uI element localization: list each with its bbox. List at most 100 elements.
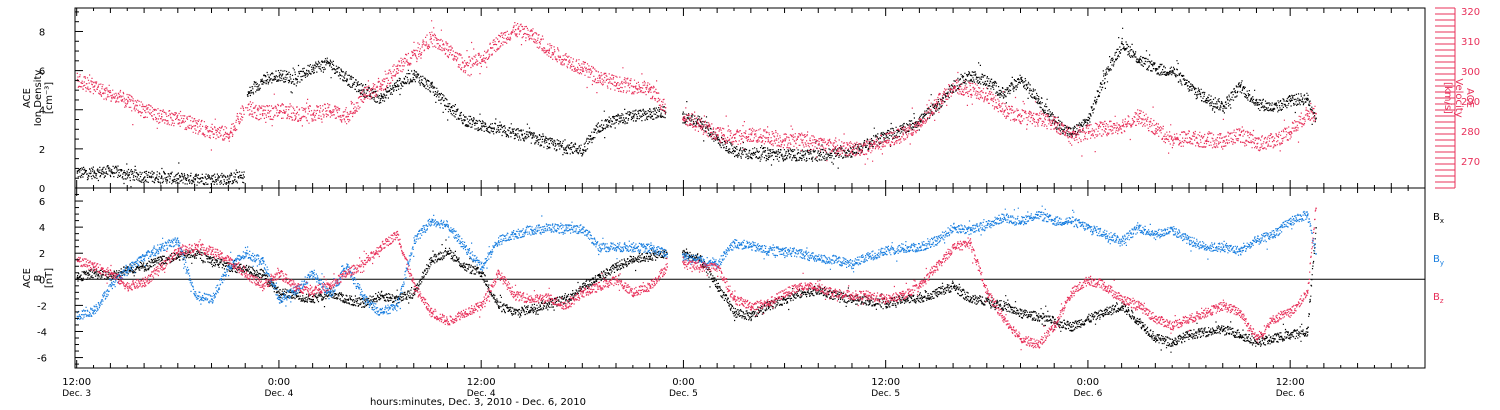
density-point	[396, 84, 399, 86]
velocity-point	[969, 89, 972, 91]
bz-cloud	[76, 209, 1317, 351]
velocity-point	[1104, 128, 1107, 130]
velocity-point	[514, 29, 517, 31]
velocity-point	[852, 149, 854, 151]
density-point	[243, 176, 245, 178]
b-tick-label: 0	[39, 275, 45, 286]
bz-point	[1155, 318, 1157, 320]
x-tick-label: 12:00	[871, 377, 900, 388]
velocity-point	[278, 110, 281, 112]
bx-point	[1307, 331, 1309, 333]
bx-point	[447, 250, 449, 252]
velocity-point	[835, 146, 837, 148]
density-point	[885, 135, 888, 137]
legend-bz-sub: z	[1440, 297, 1444, 305]
bottom-panel: -6 -4 -2 0 2 4 6 ACEB[nT] Bx By Bz	[22, 187, 1444, 369]
bz-point	[127, 285, 129, 288]
by-point	[312, 272, 314, 275]
density-point	[464, 119, 466, 121]
velocity-point	[1307, 113, 1309, 115]
x-tick-sublabel: Dec. 4	[264, 389, 293, 399]
bz-point	[1307, 292, 1309, 294]
velocity-point	[93, 86, 95, 88]
bx-point	[632, 258, 635, 260]
by-point	[1222, 246, 1225, 249]
by-point	[380, 311, 382, 314]
velocity-point	[177, 119, 180, 121]
velocity-point	[801, 140, 803, 142]
by-point	[1121, 240, 1123, 242]
bz-point	[430, 311, 432, 314]
x-axis-title: hours:minutes, Dec. 3, 2010 - Dec. 6, 20…	[370, 397, 586, 408]
bz-point	[1020, 338, 1022, 340]
density-axis-ticks: 0 2 4 6 8	[39, 11, 83, 195]
density-point	[1104, 74, 1107, 76]
velocity-point	[1155, 128, 1157, 130]
velocity-axis-label-line: Velocity	[1453, 78, 1464, 117]
density-point	[1315, 117, 1317, 119]
density-tick-label: 0	[39, 184, 45, 195]
bx-point	[1104, 311, 1107, 314]
density-tick-label: 8	[39, 27, 45, 38]
bx-point	[868, 300, 871, 302]
x-tick-sublabel: Dec. 4	[467, 389, 496, 399]
x-tick-label: 12:00	[62, 377, 91, 388]
bx-point	[110, 275, 112, 277]
density-point	[228, 178, 230, 180]
by-point	[700, 259, 702, 262]
velocity-point	[700, 125, 702, 127]
density-point	[194, 178, 197, 180]
bz-point	[885, 298, 888, 301]
bottom-panel-frame	[74, 187, 1426, 369]
bz-point	[110, 272, 112, 275]
by-point	[1054, 220, 1056, 222]
bx-point	[1239, 334, 1241, 336]
density-point	[818, 154, 820, 157]
bx-point	[177, 255, 180, 258]
bx-point	[1087, 318, 1090, 320]
velocity-point	[1037, 119, 1039, 121]
velocity-point	[1205, 140, 1208, 142]
bz-point	[1172, 325, 1174, 327]
density-point	[481, 125, 483, 127]
b-axis-label-line: [nT]	[44, 268, 55, 288]
velocity-point	[664, 107, 667, 109]
by-point	[211, 298, 213, 301]
bz-point	[734, 298, 736, 301]
by-point	[1273, 233, 1275, 236]
density-point	[1138, 58, 1140, 61]
velocity-point	[616, 83, 618, 85]
density-point	[1205, 98, 1208, 100]
by-point	[413, 240, 416, 242]
bz-point	[295, 287, 298, 289]
bz-point	[194, 246, 197, 249]
x-tick-sublabel: Dec. 5	[871, 389, 900, 399]
bz-point	[936, 266, 938, 268]
density-point	[649, 113, 652, 116]
bz-point	[632, 292, 635, 294]
density-point	[565, 146, 567, 149]
bz-point	[262, 285, 264, 288]
bx-point	[616, 266, 618, 268]
density-point	[700, 121, 702, 123]
density-point	[1155, 68, 1157, 71]
bz-point	[582, 292, 584, 294]
bz-point	[1138, 305, 1140, 307]
velocity-point	[717, 134, 719, 136]
density-tick-label: 6	[39, 67, 45, 78]
by-point	[784, 250, 786, 252]
by-point	[531, 229, 534, 232]
bz-point	[919, 285, 921, 288]
bz-point	[1315, 207, 1317, 209]
bx-point	[295, 295, 298, 297]
bx-point	[936, 292, 938, 294]
velocity-point	[986, 95, 989, 97]
by-point	[93, 310, 95, 312]
density-point	[312, 66, 314, 69]
density-point	[919, 119, 921, 121]
bz-point	[447, 321, 449, 323]
velocity-point	[1138, 116, 1140, 118]
